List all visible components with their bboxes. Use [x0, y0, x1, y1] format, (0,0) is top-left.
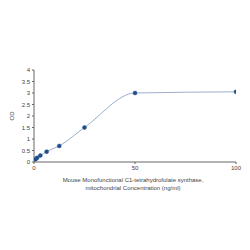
svg-text:OD: OD — [9, 111, 15, 121]
svg-text:100: 100 — [231, 165, 242, 171]
svg-text:0: 0 — [32, 165, 36, 171]
svg-text:2.5: 2.5 — [22, 102, 31, 108]
svg-text:1: 1 — [27, 136, 31, 142]
svg-text:3.5: 3.5 — [22, 79, 31, 85]
svg-text:3: 3 — [27, 90, 31, 96]
svg-text:0: 0 — [27, 159, 31, 165]
svg-text:4: 4 — [27, 67, 31, 73]
svg-text:2: 2 — [27, 113, 31, 119]
html-text:Mouse Monofunctional C1-tetrah: Mouse Monofunctional C1-tetrahydrofolate… — [62, 177, 204, 191]
svg-text:1.5: 1.5 — [22, 125, 31, 131]
svg-text:0.5: 0.5 — [22, 148, 31, 154]
svg-text:50: 50 — [132, 165, 139, 171]
